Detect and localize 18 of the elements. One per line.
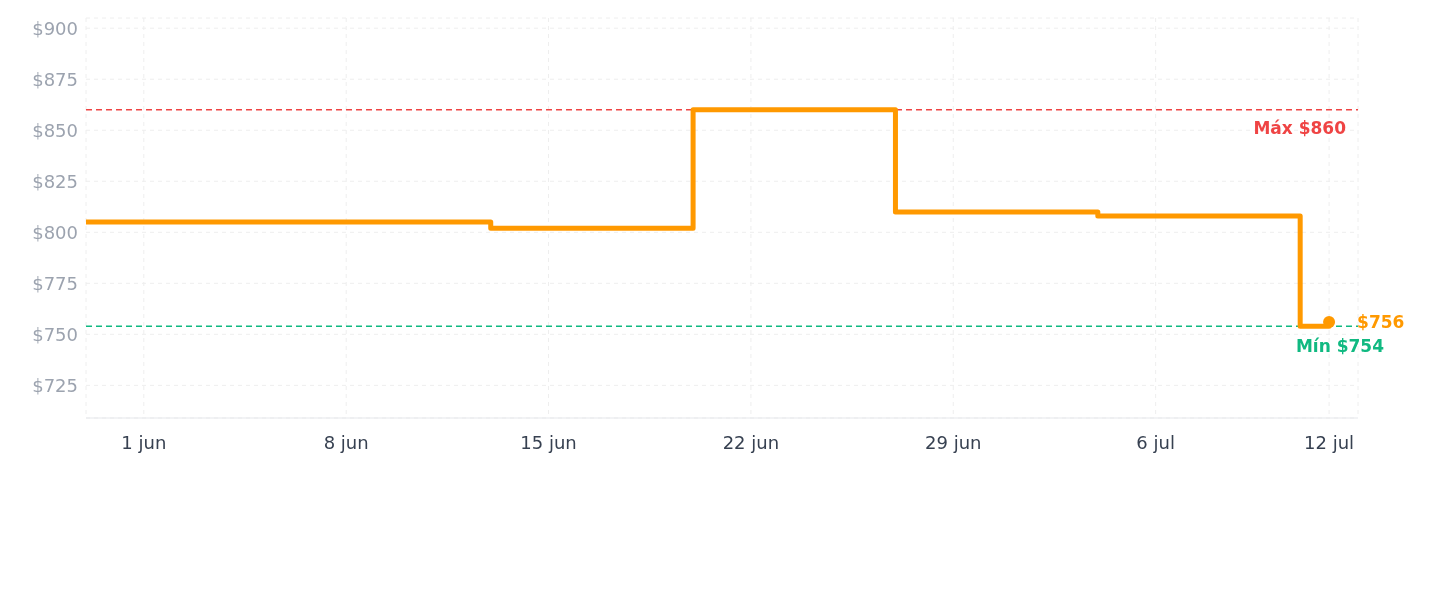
x-tick-label: 1 jun <box>121 431 167 453</box>
y-tick-label: $750 <box>32 323 78 345</box>
y-tick-label: $725 <box>32 374 78 396</box>
x-tick-label: 15 jun <box>520 431 577 453</box>
ref-line-label: Máx $860 <box>1253 117 1347 138</box>
x-tick-label: 8 jun <box>323 431 369 453</box>
y-tick-label: $775 <box>32 272 78 294</box>
ref-line-label: Mín $754 <box>1295 336 1385 357</box>
y-tick-label: $850 <box>32 119 78 141</box>
y-tick-label: $800 <box>32 221 78 243</box>
x-tick-label: 6 jul <box>1136 431 1175 453</box>
y-tick-label: $875 <box>32 68 78 90</box>
x-tick-label: 22 jun <box>722 431 780 453</box>
annotation: $756 <box>1357 312 1405 333</box>
y-tick-label: $900 <box>32 17 78 39</box>
x-tick-label: 29 jun <box>925 431 982 453</box>
x-tick-label: 12 jul <box>1304 431 1355 453</box>
y-tick-label: $825 <box>32 170 78 192</box>
